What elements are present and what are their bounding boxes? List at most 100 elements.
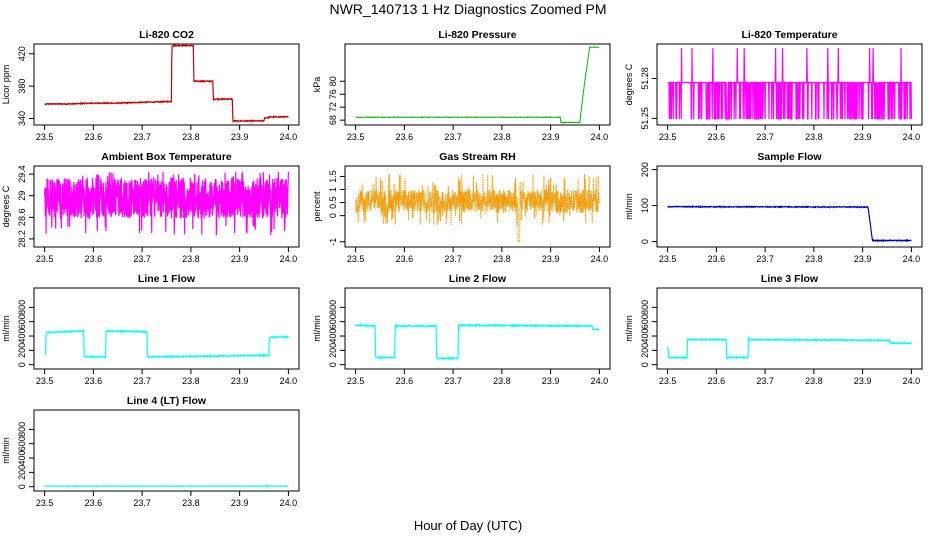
y-tick-label: 29 [17,191,27,201]
y-tick-label: 0 [328,362,338,367]
y-axis-label: ml/min [624,315,634,342]
x-tick-label: 23.7 [133,254,151,264]
data-series-line [44,171,289,236]
y-tick-label: 420 [17,46,27,61]
x-tick-label: 23.7 [756,254,774,264]
y-tick-label: 200 [640,343,650,358]
y-tick-label: 400 [640,329,650,344]
x-tick-label: 23.9 [231,132,249,142]
x-tick-label: 23.7 [444,132,462,142]
data-series-line [355,173,600,243]
y-tick-label: 28.6 [17,209,27,227]
y-tick-label: 76 [328,89,338,99]
y-tick-label: 28.2 [17,230,27,248]
data-series-line [355,46,600,124]
x-axis-title: Hour of Day (UTC) [413,518,523,533]
x-tick-label: 24.0 [591,132,609,142]
x-tick-label: 23.7 [133,498,151,508]
x-tick-label: 23.5 [659,132,677,142]
y-tick-label: 200 [640,162,650,177]
plot-frame [33,409,300,492]
y-tick-label: 0 [17,362,27,367]
x-tick-label: 23.8 [182,254,200,264]
x-tick-label: 23.9 [542,132,560,142]
y-tick-label: 72 [328,102,338,112]
x-tick-label: 23.9 [231,376,249,386]
x-tick-label: 23.6 [708,254,726,264]
x-tick-label: 23.7 [133,132,151,142]
subplot-title: Li-820 CO2 [139,29,194,41]
x-tick-label: 23.7 [444,254,462,264]
y-axis-label: degrees C [1,185,11,227]
x-tick-label: 23.9 [231,254,249,264]
y-tick-label: 200 [328,343,338,358]
y-axis-label: ml/min [624,193,634,220]
x-tick-label: 23.6 [85,254,103,264]
subplot: Ambient Box Temperature degrees C 23.5 23.6… [1,151,300,264]
y-tick-label: 51.25 [640,107,650,130]
y-tick-label: 51.28 [640,67,650,90]
y-tick-label: 29.4 [17,165,27,183]
plot-frame [33,165,300,248]
subplot: Line 3 Flow ml/min 23.5 23.6 23.7 23.8 23.9 24.… [624,273,923,386]
x-tick-label: 24.0 [280,254,298,264]
y-tick-label: 0 [17,484,27,489]
subplot-title: Li-820 Temperature [741,29,837,41]
y-tick-label: 1.5 [328,170,338,183]
subplot-title: Line 3 Flow [761,273,819,285]
plot-frame [33,287,300,370]
x-tick-label: 23.6 [396,376,414,386]
x-tick-label: 23.7 [133,376,151,386]
x-tick-label: 23.8 [805,376,823,386]
data-series-line [667,336,912,361]
y-tick-label: 0.5 [328,196,338,209]
y-axis-label: ml/min [1,437,11,464]
x-tick-label: 23.6 [396,254,414,264]
x-tick-label: 23.7 [756,132,774,142]
subplot: Line 2 Flow ml/min 23.5 23.6 23.7 23.8 23.9 24.… [312,273,611,386]
data-series-line [44,43,289,124]
x-tick-label: 23.7 [756,376,774,386]
subplot-title: Sample Flow [757,151,822,163]
x-tick-label: 23.9 [854,254,872,264]
y-tick-label: 0 [640,362,650,367]
x-tick-label: 23.9 [542,254,560,264]
x-tick-label: 23.8 [805,132,823,142]
y-tick-label: 600 [17,314,27,329]
x-tick-label: 23.6 [708,132,726,142]
y-tick-label: 80 [328,76,338,86]
y-tick-label: 800 [17,300,27,315]
data-series-line [44,483,289,488]
subplot-title: Line 4 (LT) Flow [127,395,207,407]
x-tick-label: 23.5 [347,254,365,264]
y-axis-label: degrees C [624,63,634,105]
subplot-title: Gas Stream RH [439,151,515,163]
x-tick-label: 23.5 [347,376,365,386]
x-tick-label: 23.5 [347,132,365,142]
plot-frame [656,287,923,370]
x-tick-label: 23.9 [854,132,872,142]
x-tick-label: 23.8 [493,376,511,386]
y-axis-label: ml/min [1,315,11,342]
x-tick-label: 23.6 [708,376,726,386]
x-tick-label: 24.0 [280,132,298,142]
y-tick-label: 200 [17,343,27,358]
data-series-line [44,328,289,359]
x-tick-label: 23.9 [854,376,872,386]
y-axis-label: kPa [312,77,322,93]
x-tick-label: 23.5 [36,254,54,264]
subplot: Li-820 CO2 Licor ppm 23.5 23.6 23.7 23.8 23.9 2… [1,29,300,142]
x-tick-label: 23.8 [182,132,200,142]
data-series-line [667,47,912,120]
x-tick-label: 24.0 [280,498,298,508]
plot-frame [656,43,923,126]
x-tick-label: 23.6 [85,376,103,386]
y-tick-label: 0 [328,213,338,218]
y-axis-label: Licor ppm [1,65,11,105]
x-tick-label: 23.8 [182,376,200,386]
x-tick-label: 23.5 [36,132,54,142]
y-tick-label: 100 [640,198,650,213]
plot-frame [344,165,611,248]
subplot-title: Line 1 Flow [138,273,196,285]
x-tick-label: 24.0 [903,132,921,142]
